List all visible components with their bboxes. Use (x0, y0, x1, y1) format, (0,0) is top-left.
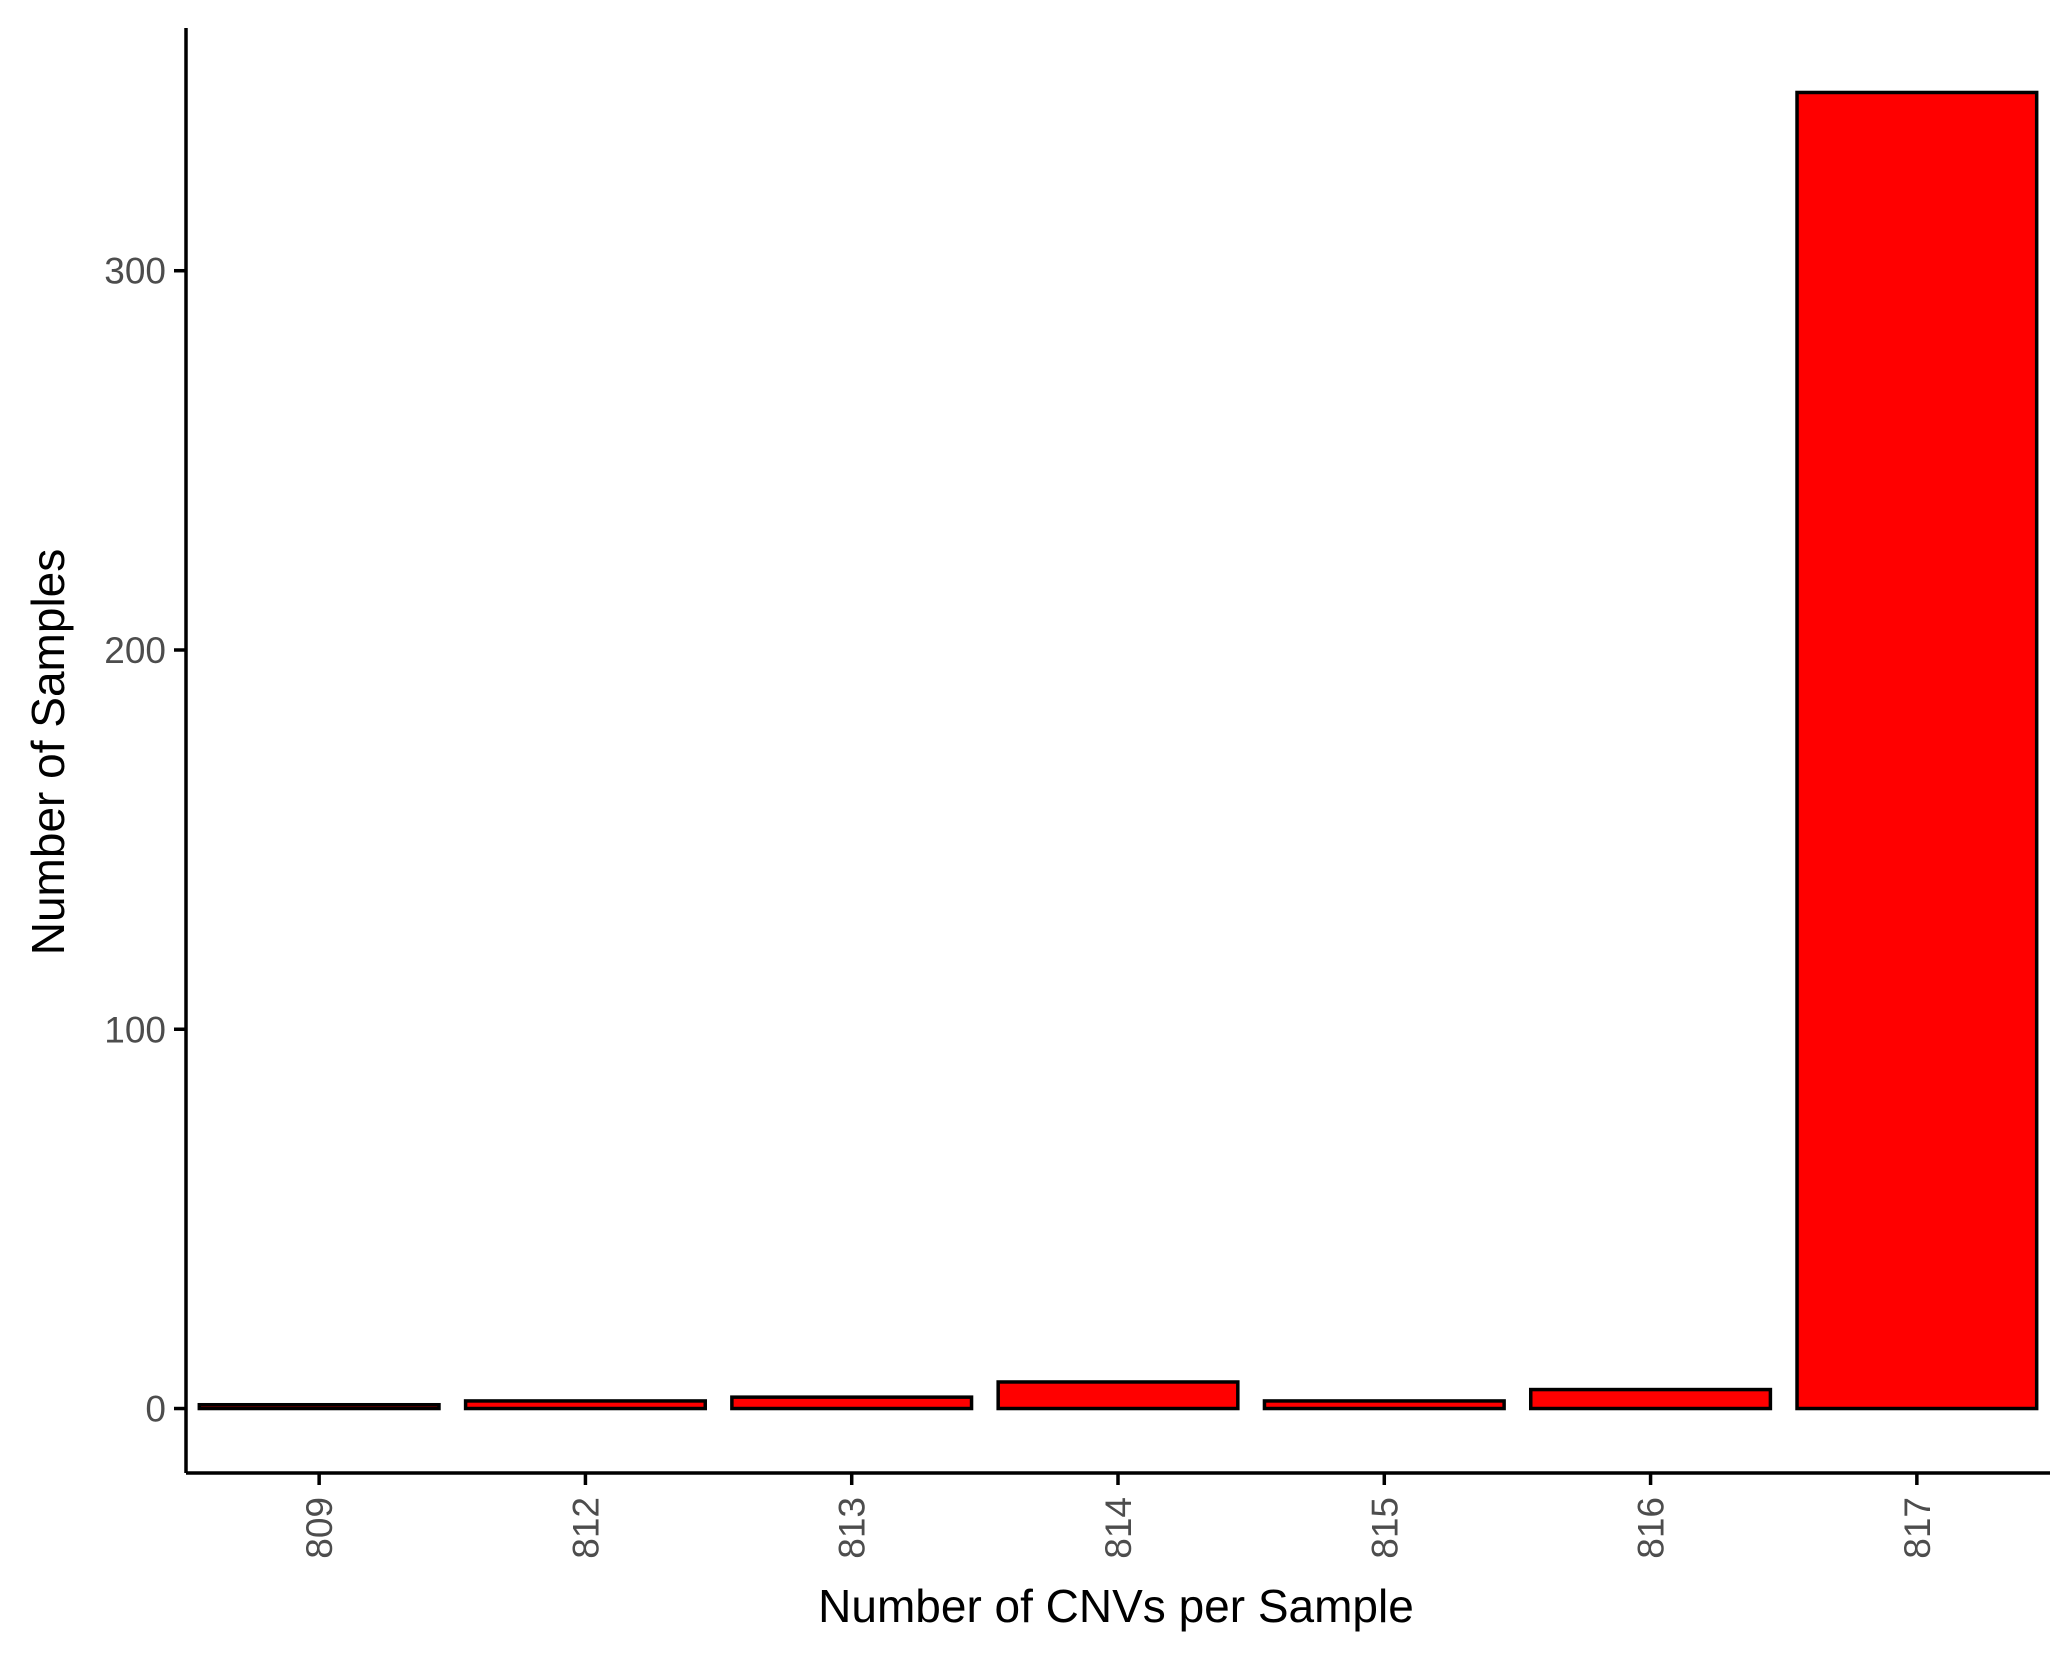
bar-812 (463, 1399, 708, 1411)
y-tick-label-0: 0 (145, 1389, 166, 1430)
y-tick-label-300: 300 (104, 251, 166, 292)
bar-809 (197, 1402, 441, 1411)
x-axis: 809 812 813 814 815 816 817 (186, 1471, 2050, 1559)
y-axis-title: Number of Samples (22, 549, 74, 956)
bars-group (197, 90, 2039, 1411)
x-tick-label-816: 816 (1631, 1497, 1672, 1559)
bar-814 (996, 1380, 1240, 1411)
x-tick-label-813: 813 (832, 1497, 873, 1559)
bar-813 (730, 1395, 974, 1411)
y-tick-label-200: 200 (104, 630, 166, 671)
y-axis: 0 100 200 300 (104, 28, 188, 1473)
y-tick-label-100: 100 (104, 1009, 166, 1050)
x-tick-label-814: 814 (1098, 1497, 1139, 1559)
x-axis-title: Number of CNVs per Sample (818, 1580, 1414, 1632)
bar-816 (1528, 1387, 1773, 1411)
x-tick-label-815: 815 (1364, 1497, 1405, 1559)
x-tick-label-817: 817 (1897, 1497, 1938, 1559)
x-tick-label-812: 812 (565, 1497, 606, 1559)
bar-815 (1262, 1399, 1506, 1411)
x-tick-label-809: 809 (299, 1497, 340, 1559)
bar-817 (1795, 90, 2039, 1411)
